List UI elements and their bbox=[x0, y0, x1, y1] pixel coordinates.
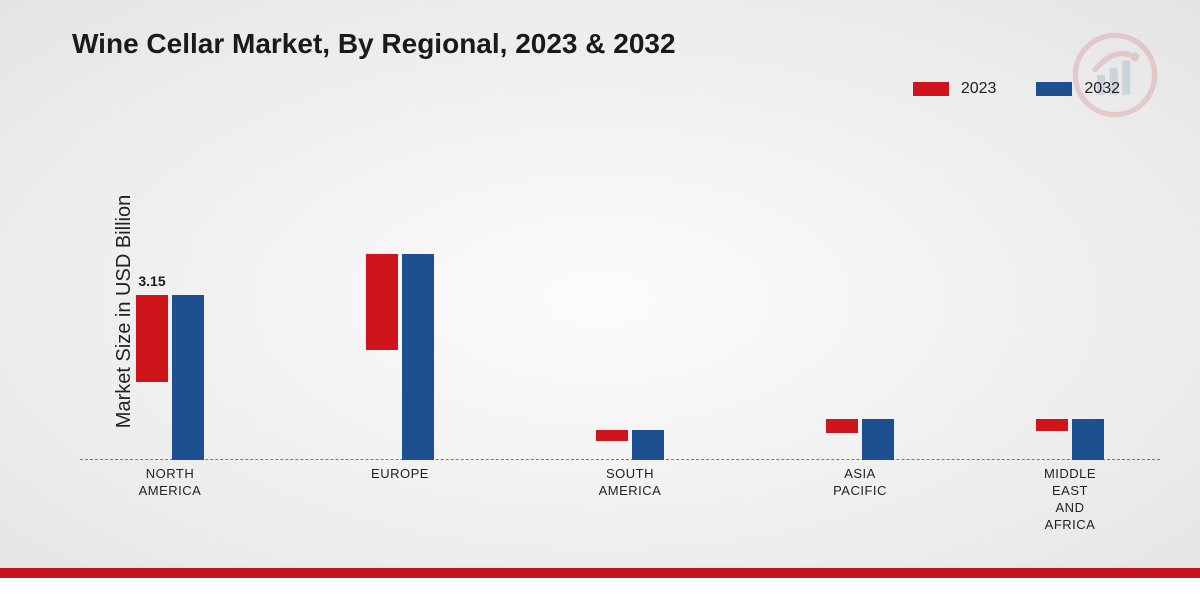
legend-label-2023: 2023 bbox=[961, 80, 997, 98]
bar bbox=[1072, 419, 1104, 460]
bar bbox=[1036, 419, 1068, 431]
bar bbox=[366, 254, 398, 350]
legend-item-2032: 2032 bbox=[1036, 80, 1120, 98]
legend-swatch-2023 bbox=[913, 82, 949, 96]
x-label: MIDDLEEASTANDAFRICA bbox=[1010, 466, 1130, 534]
x-label: EUROPE bbox=[340, 466, 460, 483]
bar-group bbox=[340, 254, 460, 460]
footer-stripe bbox=[0, 568, 1200, 578]
bar bbox=[172, 295, 204, 460]
footer-band bbox=[0, 578, 1200, 600]
plot-area: 3.15 bbox=[80, 130, 1160, 460]
legend-swatch-2032 bbox=[1036, 82, 1072, 96]
x-axis-labels: NORTHAMERICA EUROPE SOUTHAMERICA ASIAPACIFI… bbox=[80, 466, 1160, 546]
x-label: ASIAPACIFIC bbox=[800, 466, 920, 500]
x-label: SOUTHAMERICA bbox=[570, 466, 690, 500]
bar bbox=[596, 430, 628, 441]
legend-label-2032: 2032 bbox=[1084, 80, 1120, 98]
bar bbox=[632, 430, 664, 460]
bar bbox=[862, 419, 894, 460]
bar-group: 3.15 bbox=[110, 295, 230, 460]
bar: 3.15 bbox=[136, 295, 168, 382]
bar bbox=[402, 254, 434, 460]
legend-item-2023: 2023 bbox=[913, 80, 997, 98]
legend: 2023 2032 bbox=[913, 80, 1120, 98]
bar-group bbox=[570, 430, 690, 460]
bar-value-label: 3.15 bbox=[138, 273, 165, 289]
bar-group bbox=[800, 419, 920, 460]
x-label: NORTHAMERICA bbox=[110, 466, 230, 500]
chart-title: Wine Cellar Market, By Regional, 2023 & … bbox=[72, 28, 676, 60]
bar-group bbox=[1010, 419, 1130, 460]
brand-logo bbox=[1070, 30, 1160, 120]
bar bbox=[826, 419, 858, 433]
